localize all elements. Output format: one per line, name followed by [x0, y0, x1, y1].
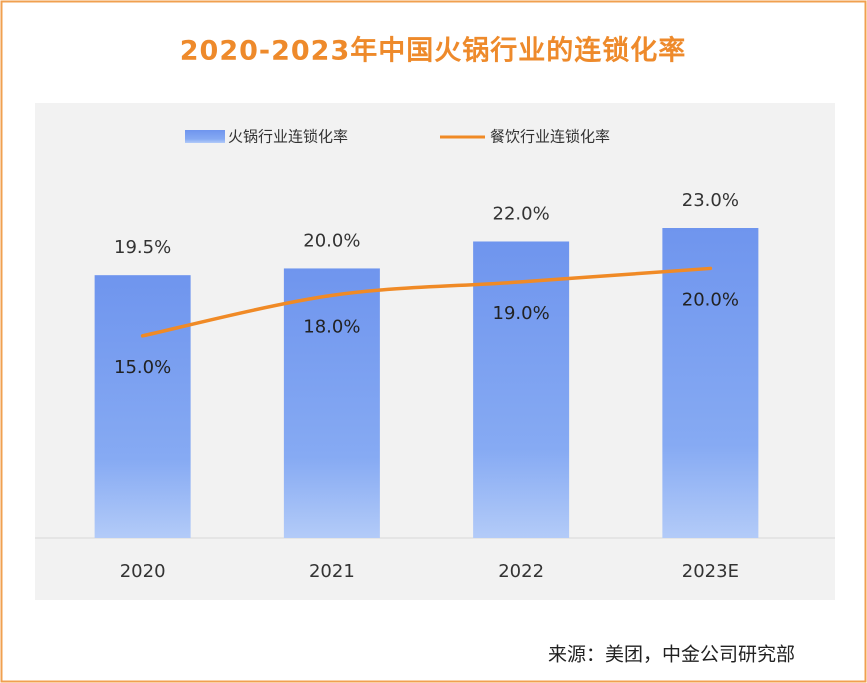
- source-note: 来源：美团，中金公司研究部: [548, 644, 795, 666]
- bar: [662, 228, 759, 538]
- data-label: 18.0%: [303, 316, 360, 337]
- data-label: 20.0%: [682, 289, 739, 310]
- line: [140, 266, 713, 338]
- bar: [283, 268, 380, 538]
- data-label: 15.0%: [114, 357, 171, 378]
- x-tick-label: 2020: [120, 561, 166, 582]
- x-tick-label: 2021: [309, 561, 355, 582]
- data-label: 22.0%: [493, 203, 550, 224]
- chart-title: 2020-2023年中国火锅行业的连锁化率: [180, 35, 687, 67]
- x-tick-label: 2022: [498, 561, 544, 582]
- bar: [94, 275, 191, 538]
- data-label: 23.0%: [682, 190, 739, 211]
- x-tick-label: 2023E: [682, 561, 739, 582]
- legend-label: 火锅行业连锁化率: [228, 128, 348, 146]
- legend-swatch: [185, 130, 225, 143]
- legend-label: 餐饮行业连锁化率: [490, 128, 610, 146]
- data-label: 19.0%: [493, 303, 550, 324]
- bar: [473, 241, 570, 538]
- data-label: 20.0%: [303, 230, 360, 251]
- data-label: 19.5%: [114, 237, 171, 258]
